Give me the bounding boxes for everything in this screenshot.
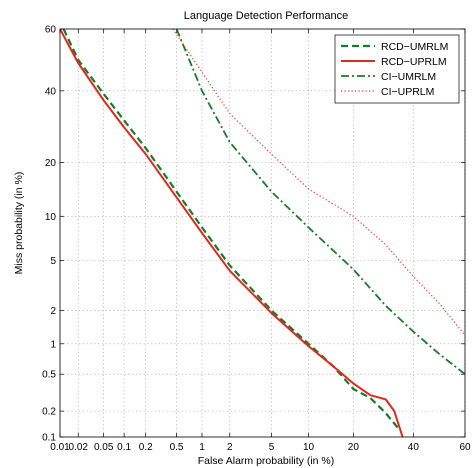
legend: RCD−UMRLM RCD−UPRLM CI−UMRLM CI−UPRLM xyxy=(334,34,460,104)
x-tick-label: 0.1 xyxy=(117,442,131,453)
x-tick-label: 0.5 xyxy=(170,442,184,453)
y-axis-label: Miss probability (in %) xyxy=(13,172,25,275)
series-lines xyxy=(60,29,465,437)
x-tick-label: 10 xyxy=(303,442,315,453)
y-tick-label: 20 xyxy=(45,158,57,169)
x-tick-label: 1 xyxy=(199,442,205,453)
y-tick-label: 2 xyxy=(50,306,56,317)
x-tick-label: 0.05 xyxy=(94,442,114,453)
x-tick-label: 40 xyxy=(408,442,420,453)
series-line-3 xyxy=(175,29,465,375)
y-tick-label: 60 xyxy=(45,25,57,36)
chart-title: Language Detection Performance xyxy=(184,10,349,22)
x-tick-label: 60 xyxy=(459,442,471,453)
x-tick-label: 0.2 xyxy=(139,442,153,453)
x-tick-label: 2 xyxy=(227,442,233,453)
y-tick-label: 0.1 xyxy=(42,433,56,444)
y-tick-label: 10 xyxy=(45,212,57,223)
y-tick-label: 40 xyxy=(45,86,57,97)
y-tick-label: 5 xyxy=(50,256,56,267)
legend-label: RCD−UMRLM xyxy=(381,41,448,53)
series-line-1 xyxy=(62,29,401,432)
series-line-2 xyxy=(60,29,404,437)
legend-label: CI−UPRLM xyxy=(381,86,434,98)
x-axis-ticks: 0.010.02 0.05 0.1 0.2 0.5 1 2 5 10 20 40 60 xyxy=(50,29,471,453)
y-tick-label: 1 xyxy=(50,339,56,350)
x-axis-label: False Alarm probability (in %) xyxy=(198,455,335,467)
x-tick-label: 0.01 xyxy=(50,442,70,453)
x-tick-label: 5 xyxy=(269,442,275,453)
legend-label: CI−UMRLM xyxy=(381,71,436,83)
plot-frame xyxy=(59,28,466,438)
legend-label: RCD−UPRLM xyxy=(381,56,447,68)
y-tick-label: 0.2 xyxy=(42,407,56,418)
y-axis-ticks: 0.1 0.2 0.5 1 2 5 10 20 40 60 xyxy=(42,25,465,444)
x-tick-label: 0.02 xyxy=(69,442,89,453)
x-tick-label: 20 xyxy=(348,442,360,453)
series-line-4 xyxy=(172,29,465,336)
y-tick-label: 0.5 xyxy=(42,370,56,381)
